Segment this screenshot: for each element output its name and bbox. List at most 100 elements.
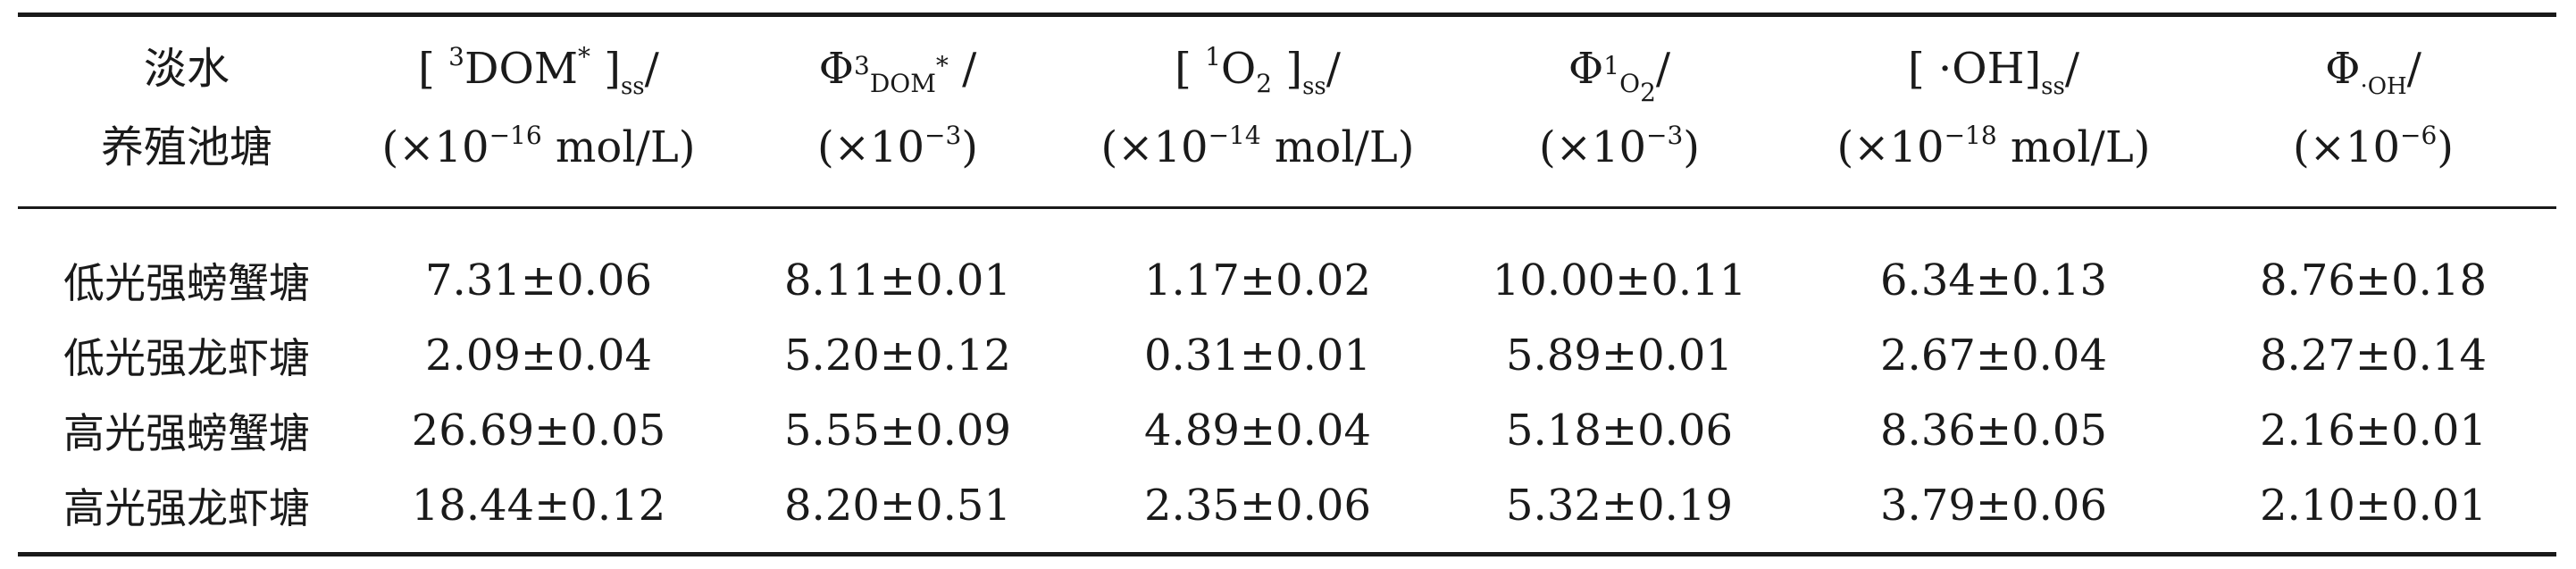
slash: / — [1655, 44, 1671, 94]
bracket-open: [ — [418, 44, 435, 94]
phi: Φ — [1568, 44, 1604, 94]
unit-suffix: mol/L) — [541, 122, 696, 172]
slash: / — [2064, 44, 2080, 94]
exponent: −16 — [489, 121, 542, 150]
superscript: 1 — [1205, 42, 1221, 71]
table-body: 低光强螃蟹塘 7.31±0.06 8.11±0.01 1.17±0.02 10.… — [18, 207, 2556, 543]
bracket-close: ] — [1285, 44, 1303, 94]
subscript: DOM — [869, 69, 936, 98]
star: * — [577, 42, 590, 71]
label: ·OH — [1937, 44, 2025, 94]
bracket-close: ] — [2024, 44, 2042, 94]
unit-prefix: (×10 — [1538, 122, 1646, 172]
cell-oh-ss: 3.79±0.06 — [1880, 481, 2107, 531]
exponent: −18 — [1944, 121, 1997, 150]
phi: Φ — [818, 44, 854, 94]
star: * — [935, 51, 949, 80]
header-oh-ss-unit: (×10−18 mol/L) — [1797, 108, 2190, 187]
cell-phi-3dom: 8.20±0.51 — [784, 481, 1011, 531]
exponent: −6 — [2400, 121, 2438, 150]
unit-prefix: (×10 — [381, 122, 489, 172]
sub-superscript: 1 — [1603, 51, 1620, 80]
unit-prefix: (×10 — [2292, 122, 2400, 172]
row-name: 高光强螃蟹塘 — [63, 409, 310, 457]
cell-3dom-ss: 2.09±0.04 — [425, 331, 652, 381]
cell-phi-3dom: 8.11±0.01 — [784, 255, 1011, 305]
bracket-open: [ — [1175, 44, 1192, 94]
exponent: −3 — [924, 121, 962, 150]
header-1o2-ss-unit: (×10−14 mol/L) — [1074, 108, 1442, 187]
unit-suffix: ) — [961, 122, 979, 172]
cell-phi-3dom: 5.20±0.12 — [784, 331, 1011, 381]
subscript-number: 2 — [1640, 78, 1656, 107]
cell-phi-1o2: 5.32±0.19 — [1506, 481, 1733, 531]
unit-prefix: (×10 — [1100, 122, 1209, 172]
header-row: 淡水 养殖池塘 [ 3DOM* ]ss/ (×10−16 mol/L) Φ3DO… — [18, 0, 2556, 207]
table-row: 高光强龙虾塘 18.44±0.12 8.20±0.51 2.35±0.06 5.… — [18, 468, 2556, 543]
unit-suffix: ) — [1683, 122, 1701, 172]
cell-phi-1o2: 10.00±0.11 — [1492, 255, 1747, 305]
table-top-rule — [18, 13, 2556, 17]
header-phi-1o2-unit: (×10−3) — [1442, 108, 1797, 187]
label: O — [1220, 44, 1257, 94]
cell-1o2-ss: 0.31±0.01 — [1144, 331, 1371, 381]
header-3dom-ss-line1: [ 3DOM* ]ss/ — [355, 29, 722, 108]
slash: / — [2406, 44, 2421, 94]
header-oh-ss: [ ·OH]ss/ (×10−18 mol/L) — [1797, 0, 2190, 207]
slash: / — [962, 44, 977, 94]
unit-suffix: mol/L) — [1260, 122, 1415, 172]
header-phi-oh: Φ·OH/ (×10−6) — [2190, 0, 2556, 207]
cell-1o2-ss: 1.17±0.02 — [1144, 255, 1371, 305]
cell-phi-oh: 8.27±0.14 — [2260, 331, 2487, 381]
table-row: 高光强螃蟹塘 26.69±0.05 5.55±0.09 4.89±0.04 5.… — [18, 393, 2556, 468]
header-1o2-ss-line1: [ 1O2 ]ss/ — [1074, 29, 1442, 108]
unit-suffix: mol/L) — [1996, 122, 2151, 172]
slash: / — [644, 44, 659, 94]
slash: / — [1326, 44, 1341, 94]
table-bottom-rule — [18, 552, 2556, 556]
unit-suffix: ) — [2437, 122, 2455, 172]
header-phi-3dom-unit: (×10−3) — [722, 108, 1074, 187]
cell-3dom-ss: 26.69±0.05 — [411, 406, 666, 456]
cell-oh-ss: 2.67±0.04 — [1880, 331, 2107, 381]
cell-3dom-ss: 18.44±0.12 — [411, 481, 666, 531]
header-phi-3dom-line1: Φ3DOM* / — [722, 29, 1074, 108]
subscript: ss — [2041, 73, 2065, 100]
unit-prefix: (×10 — [1836, 122, 1945, 172]
header-phi-oh-unit: (×10−6) — [2190, 108, 2556, 187]
header-pond-type-line1: 淡水 — [143, 44, 230, 94]
table-row: 低光强螃蟹塘 7.31±0.06 8.11±0.01 1.17±0.02 10.… — [18, 207, 2556, 318]
header-phi-3dom: Φ3DOM* / (×10−3) — [722, 0, 1074, 207]
cell-phi-3dom: 5.55±0.09 — [784, 406, 1011, 456]
cell-3dom-ss: 7.31±0.06 — [425, 255, 652, 305]
cell-oh-ss: 6.34±0.13 — [1880, 255, 2107, 305]
cell-oh-ss: 8.36±0.05 — [1880, 406, 2107, 456]
table-header: 淡水 养殖池塘 [ 3DOM* ]ss/ (×10−16 mol/L) Φ3DO… — [18, 0, 2556, 207]
row-name: 低光强龙虾塘 — [63, 334, 310, 382]
cell-phi-oh: 8.76±0.18 — [2260, 255, 2487, 305]
subscript-number: 2 — [1256, 69, 1273, 98]
unit-prefix: (×10 — [816, 122, 924, 172]
subscript: ss — [620, 73, 645, 100]
subscript: O — [1619, 69, 1641, 98]
header-phi-1o2: Φ1O2/ (×10−3) — [1442, 0, 1797, 207]
cell-phi-oh: 2.16±0.01 — [2260, 406, 2487, 456]
row-name: 高光强龙虾塘 — [63, 484, 310, 532]
header-oh-ss-line1: [ ·OH]ss/ — [1797, 29, 2190, 108]
table-header-rule — [18, 206, 2556, 209]
exponent: −3 — [1646, 121, 1684, 150]
exponent: −14 — [1208, 121, 1261, 150]
subscript: ·OH — [2360, 73, 2407, 100]
row-name: 低光强螃蟹塘 — [63, 259, 310, 307]
cell-1o2-ss: 4.89±0.04 — [1144, 406, 1371, 456]
data-table: 淡水 养殖池塘 [ 3DOM* ]ss/ (×10−16 mol/L) Φ3DO… — [18, 0, 2556, 543]
cell-phi-1o2: 5.18±0.06 — [1506, 406, 1733, 456]
label: DOM — [464, 44, 578, 94]
subscript: ss — [1302, 73, 1326, 100]
cell-phi-1o2: 5.89±0.01 — [1506, 331, 1733, 381]
header-pond-type-line2: 养殖池塘 — [100, 122, 272, 172]
cell-phi-oh: 2.10±0.01 — [2260, 481, 2487, 531]
bracket-close: ] — [604, 44, 621, 94]
bracket-open: [ — [1907, 44, 1925, 94]
table-row: 低光强龙虾塘 2.09±0.04 5.20±0.12 0.31±0.01 5.8… — [18, 318, 2556, 393]
